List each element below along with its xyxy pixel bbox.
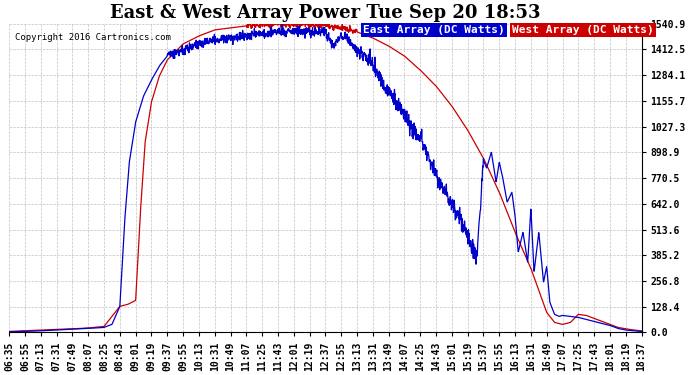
Text: East Array (DC Watts): East Array (DC Watts) bbox=[364, 25, 505, 35]
Text: West Array (DC Watts): West Array (DC Watts) bbox=[512, 25, 653, 35]
Text: Copyright 2016 Cartronics.com: Copyright 2016 Cartronics.com bbox=[15, 33, 171, 42]
Title: East & West Array Power Tue Sep 20 18:53: East & West Array Power Tue Sep 20 18:53 bbox=[110, 4, 540, 22]
